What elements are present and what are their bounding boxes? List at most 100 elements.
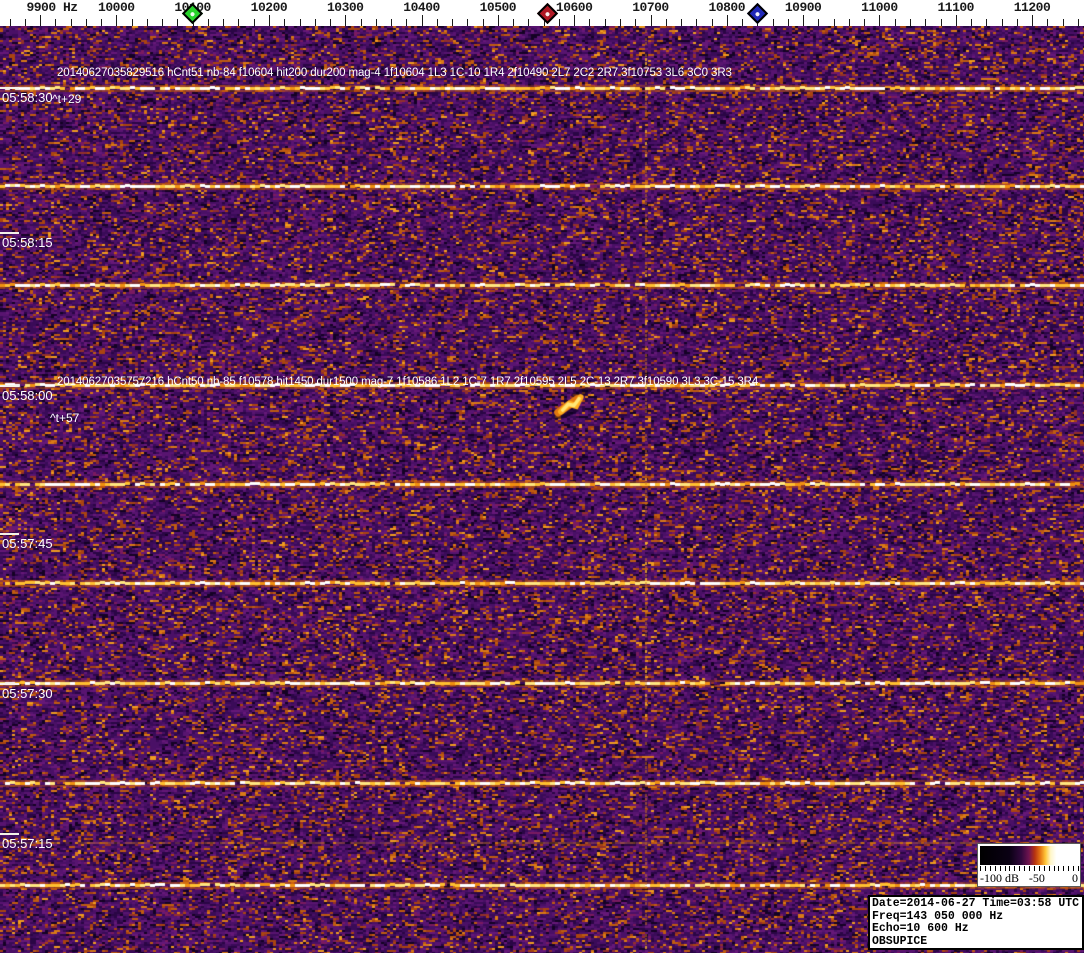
axis-minor-tick bbox=[101, 19, 102, 26]
marker-center-dot bbox=[190, 11, 196, 17]
freq-label-10900: 10900 bbox=[785, 0, 822, 15]
axis-minor-tick bbox=[300, 19, 301, 26]
axis-minor-tick bbox=[452, 19, 453, 26]
axis-minor-tick bbox=[483, 19, 484, 26]
axis-minor-tick bbox=[254, 19, 255, 26]
axis-minor-tick bbox=[941, 19, 942, 26]
axis-minor-tick bbox=[681, 19, 682, 26]
axis-minor-tick bbox=[437, 19, 438, 26]
observation-info-box: Date=2014-06-27 Time=03:58 UTC Freq=143 … bbox=[868, 895, 1084, 950]
marker-center-dot bbox=[545, 11, 551, 17]
legend-tick bbox=[1054, 866, 1055, 871]
axis-minor-tick bbox=[910, 19, 911, 26]
freq-label-10300: 10300 bbox=[327, 0, 364, 15]
axis-major-tick bbox=[40, 15, 41, 26]
axis-major-tick bbox=[879, 15, 880, 26]
legend-tick bbox=[1049, 866, 1050, 871]
legend-tick bbox=[1068, 866, 1069, 871]
axis-major-tick bbox=[269, 15, 270, 26]
axis-minor-tick bbox=[788, 19, 789, 26]
axis-minor-tick bbox=[513, 19, 514, 26]
axis-minor-tick bbox=[1078, 19, 1079, 26]
info-date-time: Date=2014-06-27 Time=03:58 UTC bbox=[872, 898, 1080, 911]
axis-minor-tick bbox=[284, 19, 285, 26]
axis-major-tick bbox=[116, 15, 117, 26]
legend-tick bbox=[1019, 866, 1020, 871]
axis-major-tick bbox=[803, 15, 804, 26]
axis-major-tick bbox=[422, 15, 423, 26]
axis-minor-tick bbox=[238, 19, 239, 26]
axis-minor-tick bbox=[330, 19, 331, 26]
axis-minor-tick bbox=[315, 19, 316, 26]
axis-minor-tick bbox=[834, 19, 835, 26]
axis-minor-tick bbox=[666, 19, 667, 26]
axis-minor-tick bbox=[208, 19, 209, 26]
axis-minor-tick bbox=[467, 19, 468, 26]
freq-label-10400: 10400 bbox=[403, 0, 440, 15]
axis-minor-tick bbox=[391, 19, 392, 26]
axis-minor-tick bbox=[406, 19, 407, 26]
axis-minor-tick bbox=[864, 19, 865, 26]
axis-major-tick bbox=[1032, 15, 1033, 26]
axis-minor-tick bbox=[818, 19, 819, 26]
scale-label-min: -100 dB bbox=[980, 871, 1019, 886]
legend-tick bbox=[1024, 866, 1025, 871]
spectrogram-waterfall[interactable] bbox=[0, 26, 1084, 953]
freq-marker-blue-diamond-icon[interactable] bbox=[747, 3, 768, 24]
axis-major-tick bbox=[498, 15, 499, 26]
legend-tick bbox=[1058, 866, 1059, 871]
axis-minor-tick bbox=[71, 19, 72, 26]
freq-label-11100: 11100 bbox=[937, 0, 974, 15]
freq-marker-red-diamond-icon[interactable] bbox=[537, 3, 558, 24]
axis-major-tick bbox=[574, 15, 575, 26]
axis-minor-tick bbox=[925, 19, 926, 26]
axis-minor-tick bbox=[162, 19, 163, 26]
legend-tick bbox=[1078, 866, 1079, 871]
axis-minor-tick bbox=[177, 19, 178, 26]
axis-minor-tick bbox=[86, 19, 87, 26]
axis-minor-tick bbox=[986, 19, 987, 26]
axis-minor-tick bbox=[528, 19, 529, 26]
axis-minor-tick bbox=[147, 19, 148, 26]
freq-label-10800: 10800 bbox=[709, 0, 746, 15]
axis-minor-tick bbox=[132, 19, 133, 26]
freq-label-9900: 9900 Hz bbox=[26, 0, 77, 15]
axis-minor-tick bbox=[605, 19, 606, 26]
axis-minor-tick bbox=[10, 19, 11, 26]
axis-minor-tick bbox=[696, 19, 697, 26]
axis-minor-tick bbox=[559, 19, 560, 26]
meteor-spectrogram-window: 9900 Hz100001010010200103001040010500106… bbox=[0, 0, 1084, 953]
info-observer-id: OBSUPICE bbox=[872, 936, 1080, 949]
freq-label-10000: 10000 bbox=[98, 0, 135, 15]
axis-minor-tick bbox=[620, 19, 621, 26]
axis-minor-tick bbox=[971, 19, 972, 26]
legend-tick bbox=[1063, 866, 1064, 871]
frequency-axis[interactable]: 9900 Hz100001010010200103001040010500106… bbox=[0, 0, 1084, 26]
axis-minor-tick bbox=[361, 19, 362, 26]
axis-minor-tick bbox=[773, 19, 774, 26]
axis-minor-tick bbox=[1063, 19, 1064, 26]
freq-label-10700: 10700 bbox=[632, 0, 669, 15]
axis-minor-tick bbox=[376, 19, 377, 26]
db-color-scale-legend: -100 dB -50 0 bbox=[977, 843, 1081, 887]
info-echo-frequency: Echo=10 600 Hz bbox=[872, 923, 1080, 936]
axis-major-tick bbox=[651, 15, 652, 26]
axis-minor-tick bbox=[589, 19, 590, 26]
scale-label-max: 0 bbox=[1072, 871, 1078, 886]
axis-minor-tick bbox=[895, 19, 896, 26]
freq-label-11200: 11200 bbox=[1014, 0, 1051, 15]
axis-minor-tick bbox=[849, 19, 850, 26]
intensity-scale-labels: -100 dB -50 0 bbox=[980, 872, 1078, 886]
marker-center-dot bbox=[754, 11, 760, 17]
intensity-gradient-bar bbox=[980, 846, 1078, 865]
scale-label-mid: -50 bbox=[1029, 871, 1045, 886]
axis-minor-tick bbox=[25, 19, 26, 26]
axis-minor-tick bbox=[1002, 19, 1003, 26]
axis-minor-tick bbox=[635, 19, 636, 26]
freq-label-10500: 10500 bbox=[480, 0, 517, 15]
axis-minor-tick bbox=[55, 19, 56, 26]
freq-label-10200: 10200 bbox=[251, 0, 288, 15]
axis-major-tick bbox=[956, 15, 957, 26]
axis-minor-tick bbox=[712, 19, 713, 26]
axis-major-tick bbox=[727, 15, 728, 26]
